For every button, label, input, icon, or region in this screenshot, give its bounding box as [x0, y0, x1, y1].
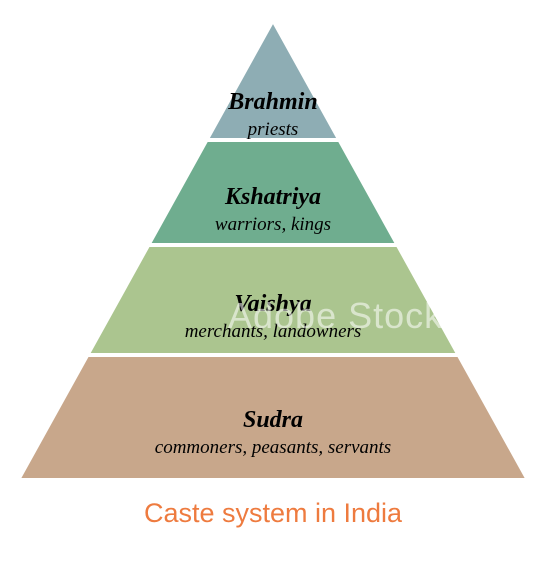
tier-4-text: Sudra commoners, peasants, servants [18, 406, 528, 459]
pyramid-diagram: Brahmin priests Kshatriya warriors, king… [18, 20, 528, 480]
tier-2-desc: warriors, kings [18, 214, 528, 236]
tier-2-text: Kshatriya warriors, kings [18, 183, 528, 236]
tier-1-text: Brahmin priests [18, 88, 528, 141]
tier-3-text: Vaishya merchants, landowners [18, 290, 528, 343]
tier-1-name: Brahmin [18, 88, 528, 117]
tier-4-name: Sudra [18, 406, 528, 435]
tier-2-name: Kshatriya [18, 183, 528, 212]
tier-3-desc: merchants, landowners [18, 321, 528, 343]
tier-1-desc: priests [18, 119, 528, 141]
diagram-caption: Caste system in India [144, 498, 402, 529]
tier-4-desc: commoners, peasants, servants [18, 437, 528, 459]
tier-3-name: Vaishya [18, 290, 528, 319]
